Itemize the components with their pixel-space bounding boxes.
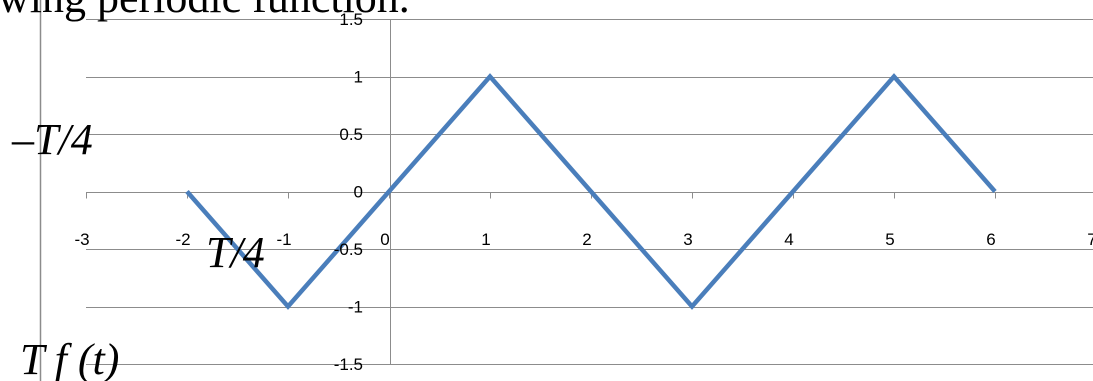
x-tick-label: 0 bbox=[380, 230, 389, 249]
y-tick-label: 0.5 bbox=[339, 125, 363, 144]
y-tick-label: -1.5 bbox=[334, 355, 363, 374]
x-tick-label: 7 bbox=[1087, 230, 1093, 249]
y-tick-labels: -1.5 -1 -0.5 0 0.5 1 1.5 bbox=[334, 10, 363, 374]
x-tick-label: -1 bbox=[276, 230, 291, 249]
pos-quarter-period-label: T/4 bbox=[206, 228, 265, 277]
x-tick-label: 6 bbox=[986, 230, 995, 249]
x-tick-label: 2 bbox=[582, 230, 591, 249]
series-line bbox=[185, 73, 997, 310]
x-tick-label: 1 bbox=[481, 230, 490, 249]
x-tick-label: -2 bbox=[175, 230, 190, 249]
caption-text: wing periodic function. bbox=[0, 0, 410, 20]
y-tick-label: -1 bbox=[348, 298, 363, 317]
y-tick-label: -0.5 bbox=[334, 240, 363, 259]
series-layer bbox=[185, 73, 997, 310]
neg-quarter-period-label: –T/4 bbox=[12, 115, 93, 164]
gridlines bbox=[86, 19, 1093, 365]
axes bbox=[39, 0, 1093, 381]
x-tick-labels: -3 -2 -1 0 1 2 3 4 5 6 7 bbox=[74, 230, 1093, 249]
x-tick-label: -3 bbox=[74, 230, 89, 249]
y-tick-label: 0 bbox=[354, 183, 363, 202]
function-label: T f (t) bbox=[20, 335, 120, 381]
y-tick-label: 1.5 bbox=[339, 10, 363, 29]
x-tick-label: 5 bbox=[885, 230, 894, 249]
x-tick-label: 4 bbox=[784, 230, 793, 249]
x-tick-label: 3 bbox=[683, 230, 692, 249]
y-tick-label: 1 bbox=[354, 68, 363, 87]
